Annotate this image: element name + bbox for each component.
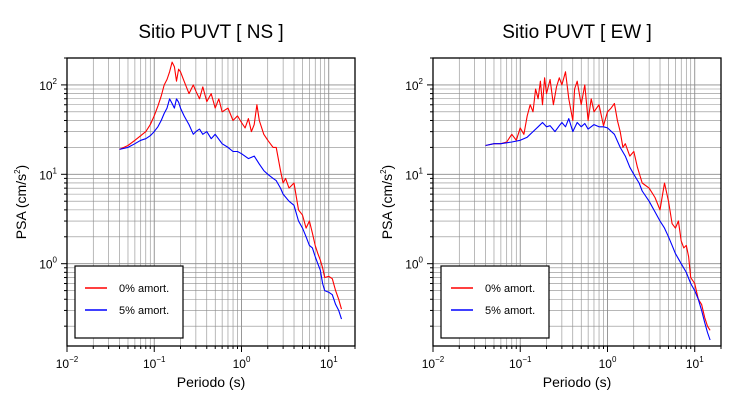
chart0-series-undamped-line [119,61,343,310]
chart0-x-tick-label: 101 [320,355,338,371]
chart1-x-tick-label: 101 [686,355,704,371]
chart1-x-tick-label: 10−2 [422,355,445,371]
chart1-series-damped-line [485,118,711,341]
chart1-y-tick-label: 100 [405,256,423,272]
chart1-legend: 0% amort. 5% amort. [440,265,550,339]
chart0-y-tick-label: 100 [39,256,57,272]
chart1-y-tick-label: 101 [405,166,423,182]
chart1-title: Sitio PUVT [ EW ] [502,22,652,43]
chart1-series-undamped-line [485,71,711,331]
chart1-x-tick-label: 10−1 [509,355,532,371]
chart0-y-axis-label: PSA (cm/s2) [13,165,29,239]
chart0-legend-label: 0% amort. [119,283,169,295]
chart0-y-tick-label: 101 [39,166,57,182]
chart1-legend-label: 5% amort. [485,305,535,317]
chart1-legend-label: 0% amort. [485,283,535,295]
chart1-x-tick-label: 100 [599,355,617,371]
chart0-title: Sitio PUVT [ NS ] [138,22,283,43]
chart0-y-tick-label: 102 [39,77,57,93]
chart1-y-tick-label: 102 [405,77,423,93]
chart0-x-tick-label: 10−2 [56,355,79,371]
chart1-x-axis-label: Periodo (s) [543,374,611,390]
chart0-x-tick-label: 100 [233,355,251,371]
chart0-series-damped-line [119,98,343,320]
chart1-y-axis-label: PSA (cm/s2) [379,165,395,239]
chart0-legend-label: 5% amort. [119,305,169,317]
chart-panel-ew: Sitio PUVT [ EW ] 10−2 10−1 100 101 100 101 102… [379,22,722,390]
chart0-x-tick-label: 10−1 [143,355,166,371]
chart0-legend: 0% amort. 5% amort. [74,265,184,339]
chart-panel-ns: Sitio PUVT [ NS ] 10−2 10−1 100 101 100 101 102… [13,22,356,390]
chart1-legend-box [440,265,550,339]
chart1-plot-frame [432,57,722,347]
chart0-legend-box [74,265,184,339]
chart0-x-axis-label: Periodo (s) [177,374,245,390]
chart0-plot-frame [66,57,356,347]
